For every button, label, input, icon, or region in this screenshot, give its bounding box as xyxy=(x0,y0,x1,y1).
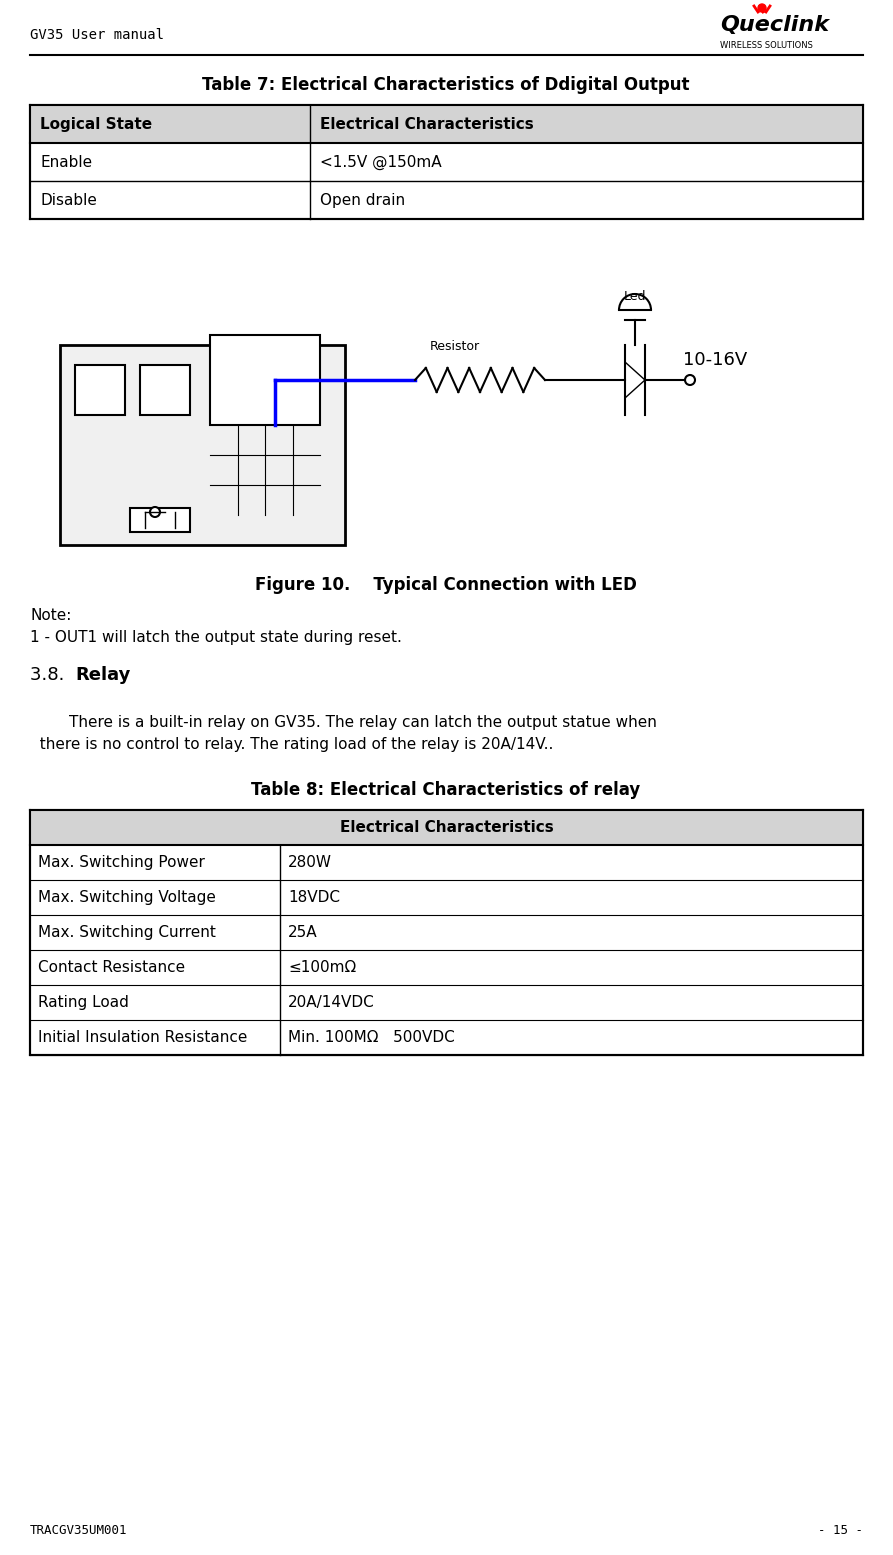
Text: There is a built-in relay on GV35. The relay can latch the output statue when
  : There is a built-in relay on GV35. The r… xyxy=(30,715,657,753)
Circle shape xyxy=(685,375,695,386)
Text: Contact Resistance: Contact Resistance xyxy=(38,959,185,975)
Text: Max. Switching Voltage: Max. Switching Voltage xyxy=(38,889,216,905)
Text: Resistor: Resistor xyxy=(430,341,480,353)
Text: Queclink: Queclink xyxy=(720,16,829,36)
Circle shape xyxy=(758,5,766,12)
Text: 20A/14VDC: 20A/14VDC xyxy=(288,995,375,1011)
Bar xyxy=(75,365,125,415)
Text: ≤100mΩ: ≤100mΩ xyxy=(288,959,356,975)
Text: Figure 10.    Typical Connection with LED: Figure 10. Typical Connection with LED xyxy=(255,575,637,594)
Text: Table 7: Electrical Characteristics of Ddigital Output: Table 7: Electrical Characteristics of D… xyxy=(202,76,689,93)
Text: Max. Switching Current: Max. Switching Current xyxy=(38,925,216,941)
Text: Table 8: Electrical Characteristics of relay: Table 8: Electrical Characteristics of r… xyxy=(251,781,640,799)
Text: Electrical Characteristics: Electrical Characteristics xyxy=(320,117,534,132)
Text: Led: Led xyxy=(623,289,647,303)
Text: Note:: Note: xyxy=(30,608,71,622)
Text: Relay: Relay xyxy=(75,666,130,684)
Text: WIRELESS SOLUTIONS: WIRELESS SOLUTIONS xyxy=(720,40,813,50)
Text: Min. 100MΩ   500VDC: Min. 100MΩ 500VDC xyxy=(288,1029,455,1045)
Text: 280W: 280W xyxy=(288,855,332,869)
Bar xyxy=(30,810,863,1054)
Text: Disable: Disable xyxy=(40,193,96,207)
Text: 18VDC: 18VDC xyxy=(288,889,340,905)
Bar xyxy=(30,106,863,219)
Bar xyxy=(60,345,345,544)
Text: Max. Switching Power: Max. Switching Power xyxy=(38,855,204,869)
Text: Electrical Characteristics: Electrical Characteristics xyxy=(339,819,554,835)
Text: Enable: Enable xyxy=(40,154,92,169)
Text: Logical State: Logical State xyxy=(40,117,152,132)
Text: Initial Insulation Resistance: Initial Insulation Resistance xyxy=(38,1029,247,1045)
Text: 25A: 25A xyxy=(288,925,318,941)
Polygon shape xyxy=(625,362,645,398)
Circle shape xyxy=(150,507,160,516)
Text: 1 - OUT1 will latch the output state during reset.: 1 - OUT1 will latch the output state dur… xyxy=(30,630,402,644)
Bar xyxy=(140,365,190,415)
Text: <1.5V @150mA: <1.5V @150mA xyxy=(320,154,442,169)
Text: TRACGV35UM001: TRACGV35UM001 xyxy=(30,1524,128,1536)
Bar xyxy=(130,508,190,532)
Text: 10-16V: 10-16V xyxy=(683,351,747,369)
Text: GV35 User manual: GV35 User manual xyxy=(30,28,164,42)
Bar xyxy=(30,810,863,844)
Text: Rating Load: Rating Load xyxy=(38,995,129,1011)
Bar xyxy=(30,106,863,143)
Text: - 15 -: - 15 - xyxy=(818,1524,863,1536)
Bar xyxy=(210,334,320,425)
Text: Open drain: Open drain xyxy=(320,193,405,207)
Text: 3.8.: 3.8. xyxy=(30,666,71,684)
